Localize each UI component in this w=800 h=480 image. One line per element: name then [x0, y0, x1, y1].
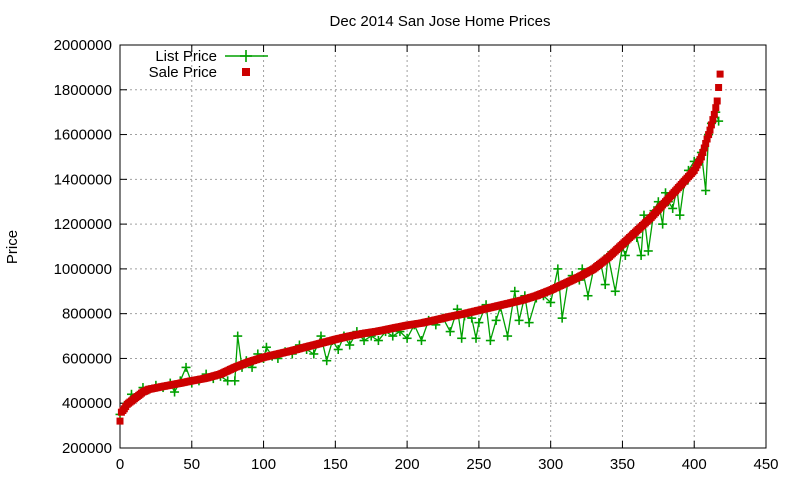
- list-price-marker: [546, 297, 556, 307]
- sale-price-series: [116, 70, 724, 425]
- sale-price-marker: [716, 70, 724, 78]
- list-price-marker: [471, 333, 481, 343]
- y-tick-label: 1600000: [54, 127, 112, 144]
- list-price-marker: [170, 387, 180, 397]
- x-tick-label: 450: [753, 456, 778, 473]
- list-price-marker: [620, 250, 630, 260]
- list-price-marker: [583, 291, 593, 301]
- y-tick-label: 1200000: [54, 216, 112, 233]
- sale-price-marker: [713, 97, 721, 105]
- list-price-series: [115, 107, 724, 419]
- grid-lines: [120, 45, 766, 448]
- chart-title: Dec 2014 San Jose Home Prices: [330, 13, 551, 30]
- list-price-marker: [668, 203, 678, 213]
- sale-price-marker: [697, 153, 705, 161]
- list-price-marker: [675, 210, 685, 220]
- list-price-marker: [359, 336, 369, 346]
- list-price-marker: [333, 344, 343, 354]
- y-tick-label: 1000000: [54, 261, 112, 278]
- list-price-marker: [261, 342, 271, 352]
- list-price-marker: [503, 331, 513, 341]
- sale-price-marker: [116, 417, 124, 425]
- legend-label-list-price: List Price: [155, 48, 217, 65]
- sale-price-marker: [706, 126, 714, 134]
- list-price-marker: [610, 286, 620, 296]
- axis-ticks: 0 50 100 150 200 250 300 350 400 450 200000 400000 6…: [54, 37, 779, 473]
- list-price-marker: [643, 246, 653, 256]
- y-tick-label: 400000: [62, 395, 112, 412]
- sale-price-marker: [700, 144, 708, 152]
- list-price-marker: [230, 376, 240, 386]
- y-tick-label: 1400000: [54, 171, 112, 188]
- list-price-marker: [491, 315, 501, 325]
- y-tick-label: 2000000: [54, 37, 112, 54]
- list-price-line: [119, 110, 720, 415]
- list-price-marker: [600, 280, 610, 290]
- list-price-marker: [514, 315, 524, 325]
- sale-price-marker: [702, 140, 710, 147]
- list-price-marker: [636, 250, 646, 260]
- x-tick-label: 250: [466, 456, 491, 473]
- list-price-marker: [485, 336, 495, 346]
- list-price-marker: [557, 313, 567, 323]
- x-tick-label: 50: [183, 456, 200, 473]
- y-tick-label: 600000: [62, 350, 112, 367]
- sale-price-marker: [710, 110, 718, 118]
- x-tick-label: 200: [395, 456, 420, 473]
- legend: List Price Sale Price: [149, 48, 268, 81]
- legend-label-sale-price: Sale Price: [149, 64, 217, 81]
- y-tick-label: 800000: [62, 306, 112, 323]
- sale-price-marker: [712, 104, 720, 112]
- list-price-marker: [416, 336, 426, 346]
- sale-price-marker: [707, 121, 715, 129]
- sale-price-marker: [703, 135, 711, 143]
- y-axis-label: Price: [4, 230, 21, 264]
- list-price-marker: [402, 333, 412, 343]
- list-price-marker: [658, 219, 668, 229]
- list-price-marker: [510, 286, 520, 296]
- sale-price-marker: [709, 116, 717, 124]
- sale-price-marker: [699, 149, 707, 156]
- list-price-marker: [345, 340, 355, 350]
- list-price-marker: [445, 327, 455, 337]
- x-tick-label: 400: [682, 456, 707, 473]
- list-price-marker: [322, 356, 332, 366]
- list-price-marker: [457, 333, 467, 343]
- list-price-marker: [309, 349, 319, 359]
- x-tick-label: 350: [610, 456, 635, 473]
- list-price-marker: [524, 318, 534, 328]
- legend-marker-list-price: [240, 50, 252, 62]
- sale-price-marker: [705, 131, 713, 139]
- y-tick-label: 200000: [62, 440, 112, 457]
- list-price-marker: [373, 336, 383, 346]
- plot-frame: [119, 44, 767, 449]
- list-price-marker: [181, 362, 191, 372]
- x-tick-label: 150: [323, 456, 348, 473]
- list-price-marker: [233, 331, 243, 341]
- x-tick-label: 0: [116, 456, 124, 473]
- sale-price-marker: [715, 84, 723, 91]
- x-tick-label: 300: [538, 456, 563, 473]
- legend-marker-sale-price: [242, 68, 250, 76]
- list-price-marker: [388, 331, 398, 341]
- list-price-marker: [474, 318, 484, 328]
- list-price-marker: [701, 186, 711, 196]
- list-price-marker: [553, 264, 563, 274]
- y-tick-label: 1800000: [54, 82, 112, 99]
- x-tick-label: 100: [251, 456, 276, 473]
